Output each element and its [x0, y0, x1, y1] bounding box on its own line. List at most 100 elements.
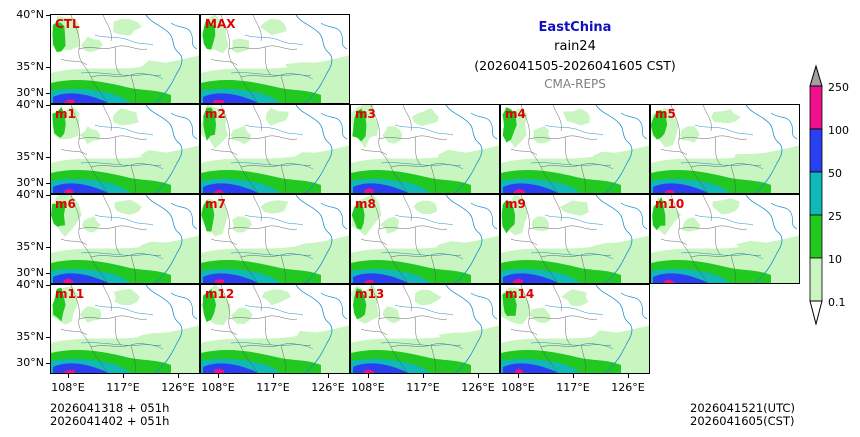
rivers — [80, 34, 164, 80]
map-panel: m8 — [350, 194, 500, 284]
lat-tick — [46, 195, 50, 196]
coastline — [320, 292, 348, 320]
panel-label: m10 — [655, 197, 685, 211]
coastline — [470, 202, 498, 230]
map-panel: m9 — [500, 194, 650, 284]
colorbar-extend-min — [809, 300, 823, 326]
lat-tick — [46, 247, 50, 248]
map-panel: m7 — [200, 194, 350, 284]
lon-tick — [328, 374, 329, 378]
rivers — [230, 304, 314, 350]
lat-label: 40°N — [16, 98, 44, 111]
lon-tick — [423, 374, 424, 378]
rain-area-extreme — [63, 99, 76, 103]
colorbar-label-10: 10 — [828, 253, 842, 266]
lon-label: 108°E — [201, 381, 235, 394]
rivers — [530, 214, 614, 260]
rivers — [380, 304, 464, 350]
lat-tick — [46, 337, 50, 338]
rivers — [80, 214, 164, 260]
title-block: EastChina rain24 (2026041505-2026041605 … — [430, 20, 720, 95]
map-panel: m6 — [50, 194, 200, 284]
coastline — [145, 285, 183, 373]
init-time-cst: 2026041402 + 051h — [50, 414, 170, 428]
coastline — [295, 15, 333, 103]
colorbar: 250 100 50 25 10 0.1 — [809, 64, 849, 326]
panel-label: CTL — [55, 17, 80, 31]
lon-tick — [273, 374, 274, 378]
panel-label: m12 — [205, 287, 235, 301]
coastline — [170, 22, 198, 50]
lat-label: 35°N — [16, 150, 44, 163]
map-panel: m5 — [650, 104, 800, 194]
lon-label: 126°E — [461, 381, 495, 394]
colorbar-bin-50 — [809, 171, 823, 216]
lon-label: 126°E — [311, 381, 345, 394]
colorbar-bin-25 — [809, 214, 823, 259]
lat-tick — [46, 105, 50, 106]
valid-time: 2026041521(UTC) 2026041605(CST) — [690, 402, 795, 428]
coastline — [470, 112, 498, 140]
rivers — [680, 124, 764, 170]
coastline — [445, 105, 483, 193]
coastline — [295, 105, 333, 193]
model-title: CMA-REPS — [544, 77, 606, 91]
rain-area-extreme — [663, 279, 676, 283]
valid-time-cst: 2026041605(CST) — [690, 414, 795, 428]
panel-label: m9 — [505, 197, 526, 211]
rain-area-extreme — [664, 189, 676, 193]
coastline — [620, 292, 648, 320]
lon-label: 108°E — [501, 381, 535, 394]
rivers — [230, 34, 314, 80]
lon-tick — [573, 374, 574, 378]
lat-label: 40°N — [16, 278, 44, 291]
map-panel: m11 — [50, 284, 200, 374]
coastline — [170, 202, 198, 230]
coastline — [745, 105, 783, 193]
colorbar-bin-250 — [809, 85, 823, 130]
rain-area-extreme — [513, 368, 524, 373]
lon-label: 108°E — [351, 381, 385, 394]
province-borders — [210, 285, 312, 373]
province-borders — [660, 105, 762, 193]
province-borders — [360, 285, 462, 373]
lon-tick — [178, 374, 179, 378]
lon-tick — [68, 374, 69, 378]
province-borders — [360, 195, 462, 283]
period-title: (2026041505-2026041605 CST) — [474, 58, 676, 73]
init-time: 2026041318 + 051h 2026041402 + 051h — [50, 402, 169, 428]
coastline — [320, 202, 348, 230]
lat-tick — [46, 157, 50, 158]
map-panel: m13 — [350, 284, 500, 374]
province-borders — [60, 15, 162, 103]
rivers — [380, 214, 464, 260]
panel-label: m11 — [55, 287, 85, 301]
rivers — [80, 304, 164, 350]
map-panel: m14 — [500, 284, 650, 374]
coastline — [595, 195, 633, 283]
rivers — [230, 124, 314, 170]
lat-tick — [46, 15, 50, 16]
valid-time-utc: 2026041521(UTC) — [690, 401, 795, 415]
rain-area-extreme — [214, 279, 225, 283]
map-panel: m3 — [350, 104, 500, 194]
map-panel: CTL — [50, 14, 200, 104]
coastline — [470, 292, 498, 320]
rain-area-extreme — [213, 368, 225, 373]
province-borders — [510, 285, 612, 373]
coastline — [170, 292, 198, 320]
colorbar-label-25: 25 — [828, 210, 842, 223]
rivers — [80, 124, 164, 170]
rain-area-extreme — [363, 279, 374, 283]
rain-area-extreme — [512, 188, 526, 193]
panel-label: m6 — [55, 197, 76, 211]
coastline — [145, 195, 183, 283]
region-title: EastChina — [538, 20, 612, 35]
coastline — [770, 112, 798, 140]
coastline — [445, 285, 483, 373]
panel-label: m7 — [205, 197, 226, 211]
lat-tick — [46, 67, 50, 68]
panel-label: m3 — [355, 107, 376, 121]
panel-label: m14 — [505, 287, 535, 301]
